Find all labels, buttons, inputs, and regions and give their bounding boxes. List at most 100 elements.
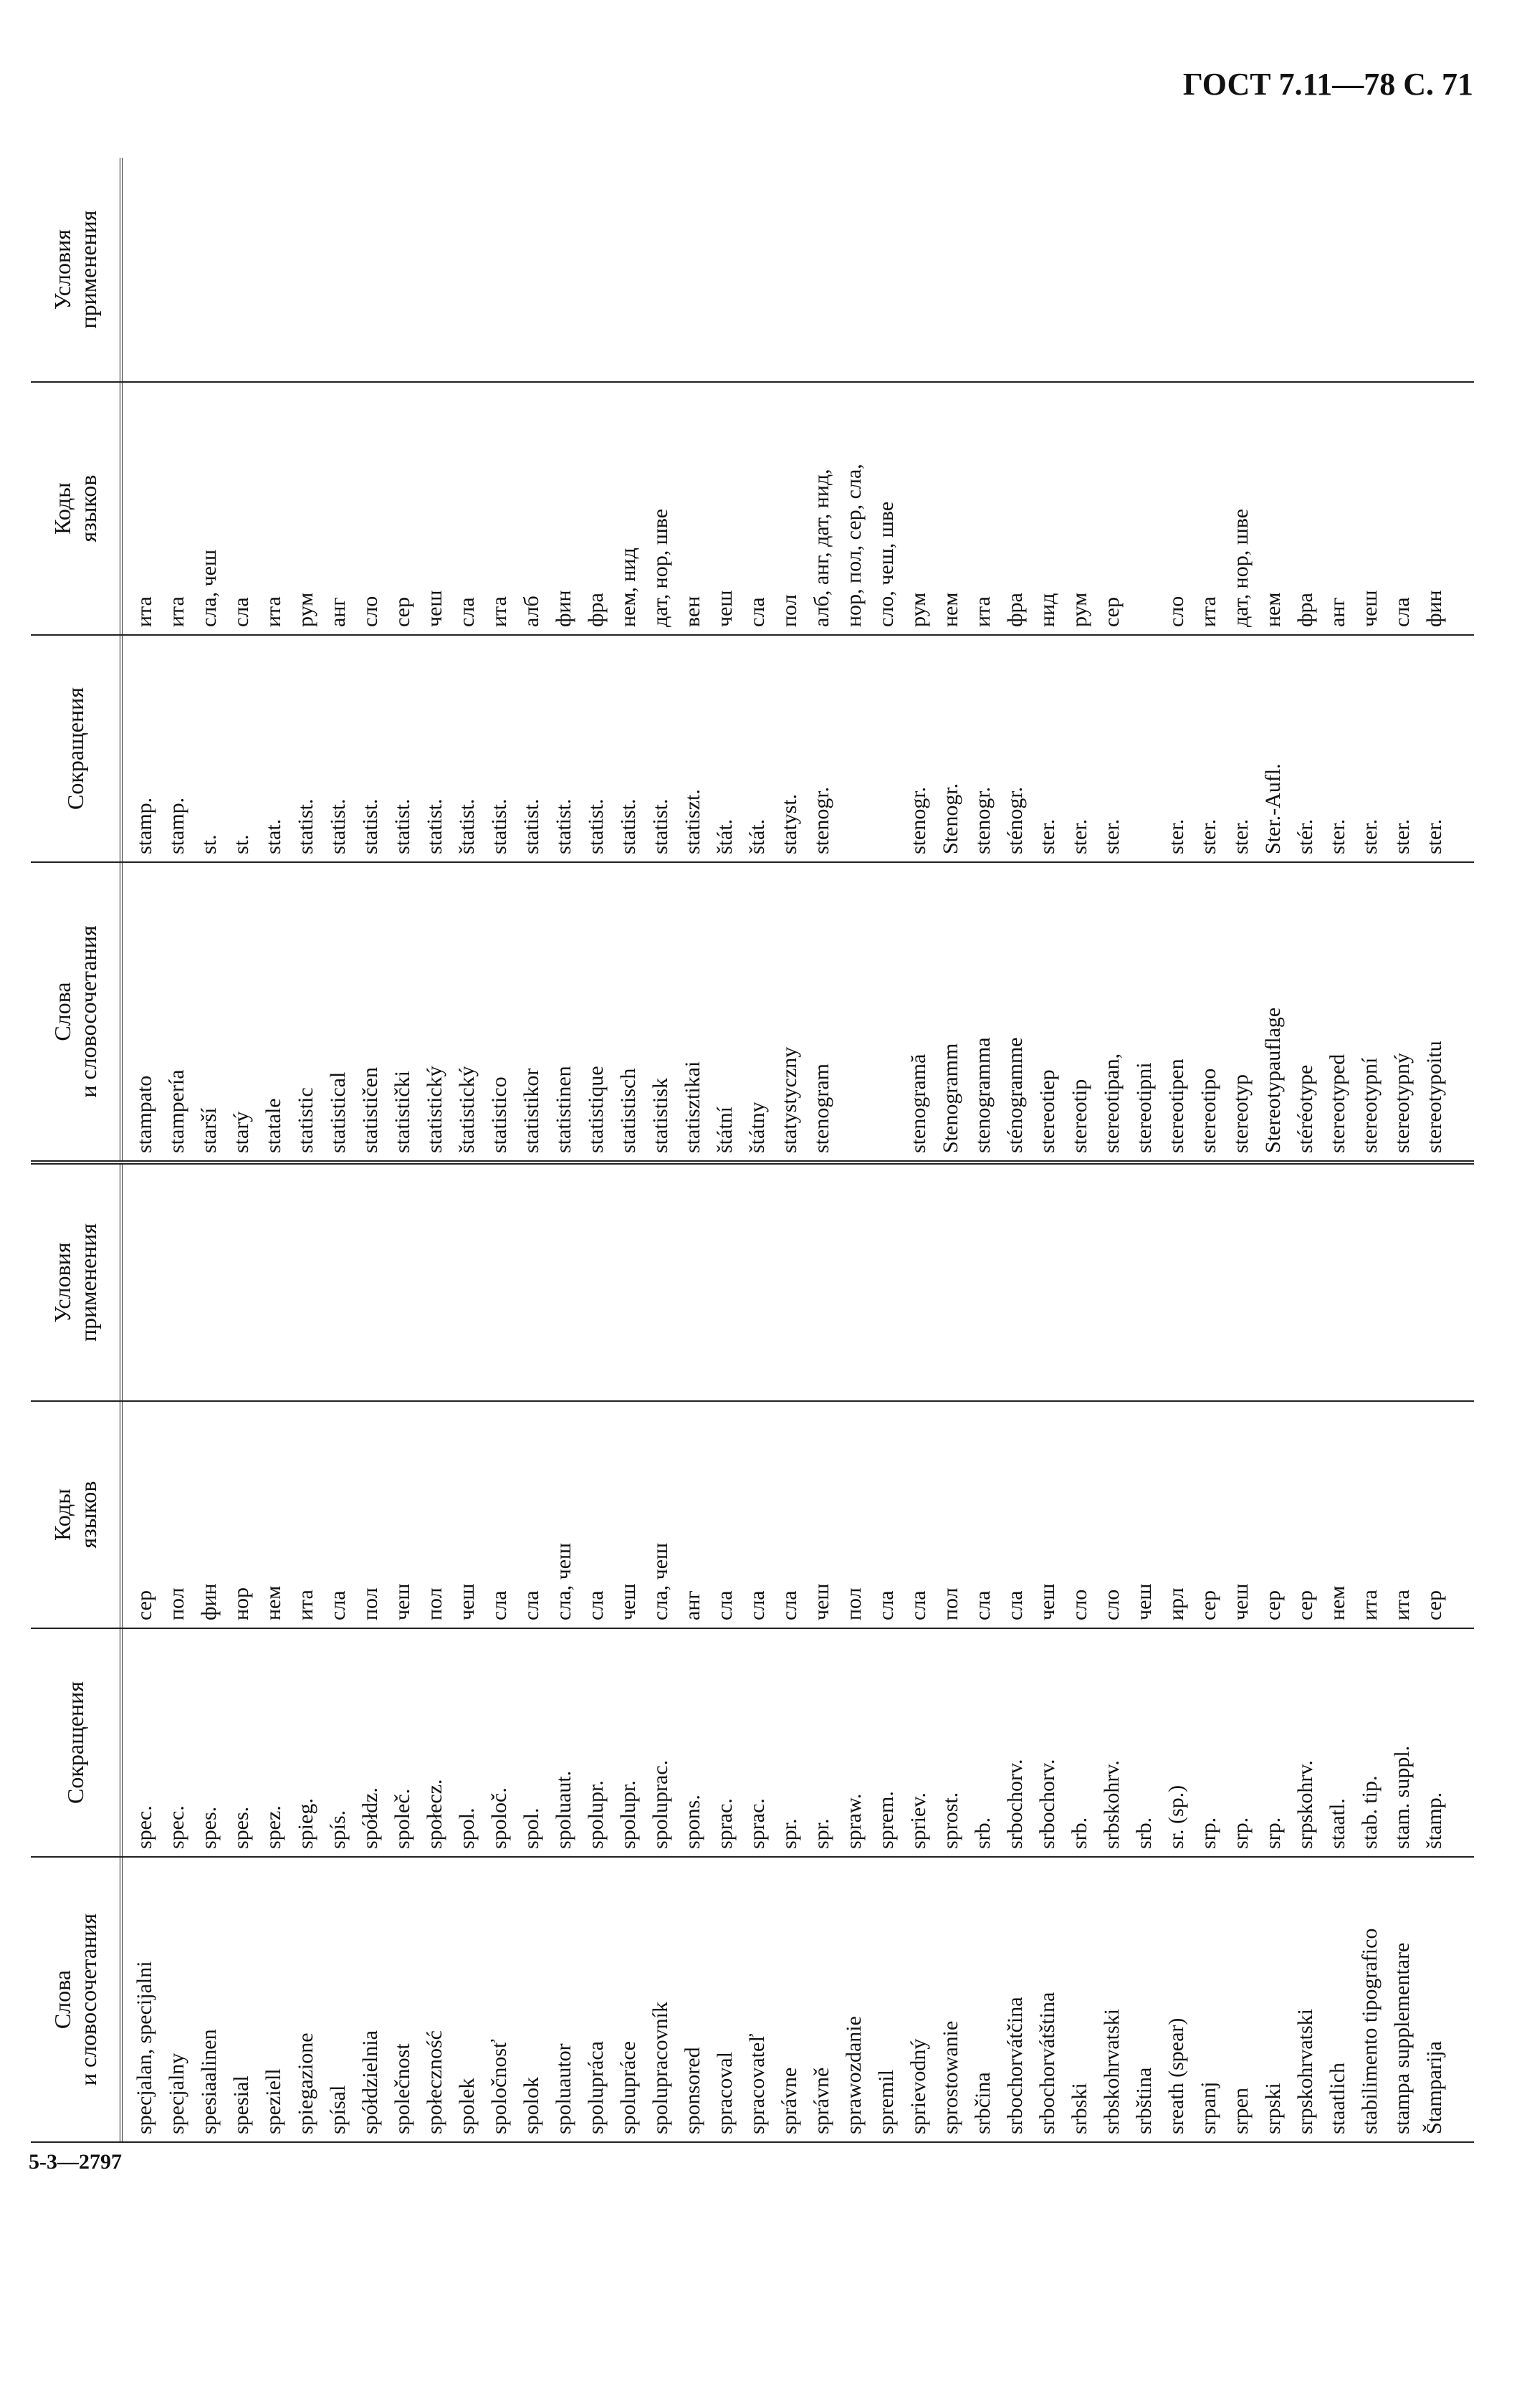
table-cell: správně (810, 2067, 833, 2134)
table-cell: чеш (1132, 1583, 1156, 1620)
table-cell: сла (745, 1590, 769, 1620)
table-cell: społecz. (423, 1779, 446, 1849)
table-cell: spolupráca (584, 2041, 608, 2134)
table-cell: нид (1035, 593, 1059, 627)
table-cell: spoluprac. (648, 1759, 672, 1849)
table-cell: чеш (616, 1583, 640, 1620)
table-cell: stenogr. (906, 786, 930, 854)
table-cell: stereotipo (1197, 1068, 1220, 1153)
table-cell: spoloč. (487, 1787, 511, 1849)
table-cell: statistisch (616, 1068, 640, 1153)
table-cell: spółdz. (358, 1787, 382, 1849)
table-cell: štamp. (1422, 1792, 1446, 1849)
table-cell: statisztikai (681, 1061, 704, 1153)
table-cell: srpskohrvatski (1293, 2009, 1317, 2134)
table-column: Сокращения spec. spec. spes. spes. spez. spieg… (31, 1629, 1474, 1858)
table-cell: сла (1390, 597, 1414, 627)
table-cell: stereotypný (1390, 1053, 1414, 1153)
table-cell: фин (552, 590, 575, 627)
table-cell: сло (1164, 596, 1188, 627)
table-cell: sténogr. (1003, 786, 1027, 854)
table-column: Коды языков сер пол фин нор нем ита сла пол чеш по… (31, 1402, 1474, 1629)
table-cell: spol. (520, 1807, 543, 1849)
table-cell: сла (874, 1590, 898, 1620)
table-cell: пол (777, 594, 801, 627)
table-cell: stab. tip. (1358, 1775, 1382, 1850)
table-cell: stereotipan, (1100, 1053, 1124, 1153)
table-cell: statist. (520, 798, 543, 854)
table-cell: дат, нор, шве (1229, 508, 1253, 627)
table-cell: рум (906, 592, 930, 627)
table-cell: srbskohrv. (1100, 1760, 1124, 1849)
table-cell: statistique (584, 1066, 608, 1153)
column-header: Сокращения (31, 636, 123, 861)
table-cell: ster. (1035, 818, 1059, 854)
table-column: Слова и словосочетания stampato stampería s… (31, 863, 1474, 1165)
table-cell: нем (262, 1585, 285, 1620)
table-cell: statist. (616, 798, 640, 854)
table-cell: ита (262, 596, 285, 627)
table-cell: ster. (1326, 818, 1349, 854)
page-header: ГОСТ 7.11—78 С. 71 (1182, 67, 1473, 102)
table-cell: чеш (423, 590, 446, 627)
table-cell: нем (939, 592, 962, 627)
table-cell: spolupr. (616, 1780, 640, 1849)
table-cell: ster. (1197, 818, 1220, 854)
table-cell: srpski (1261, 2083, 1285, 2134)
table-cell: statist. (648, 798, 672, 854)
table-cell: Stenogr. (939, 783, 962, 854)
table-cell: сла (520, 1590, 543, 1620)
table-cell: вен (681, 596, 704, 627)
table-cell: алб (520, 596, 543, 627)
table-cell: сла (713, 1590, 737, 1620)
table-cell: чеш (1229, 1583, 1253, 1620)
table-cell: сло (1100, 1589, 1124, 1620)
table-cell: štátní (713, 1107, 737, 1153)
table-cell: ита (1197, 596, 1220, 627)
table-cell: spoločnosť (487, 2039, 511, 2134)
table-cell: анг (326, 597, 350, 627)
table-cell: štát. (713, 818, 737, 854)
table-cell: sprawozdanie (842, 2016, 866, 2134)
table-cell: sprac. (745, 1798, 769, 1849)
table-cell: фин (1422, 590, 1446, 627)
table-cell: пол (358, 1587, 382, 1620)
table-cell: ster. (1358, 818, 1382, 854)
table-cell: ита (165, 596, 188, 627)
table-cell: пол (939, 1587, 962, 1620)
table-cell: spol. (455, 1807, 479, 1849)
table-cell: ster. (1390, 818, 1414, 854)
table-cell: spolupracovník (648, 2002, 672, 2134)
table-cell: ster. (1068, 818, 1091, 854)
table-cell: speziell (262, 2068, 285, 2134)
table-cell: stampato (133, 1075, 156, 1153)
table-cell: stereotyp (1229, 1074, 1253, 1153)
table-cell: stereotip (1068, 1079, 1091, 1153)
table-cell: spr. (810, 1818, 833, 1849)
table-cell: statističen (358, 1067, 382, 1153)
table-cell: чеш (1358, 590, 1382, 627)
table-cell: specjalan, specijalni (133, 1961, 156, 2134)
table-cell: spriev. (906, 1792, 930, 1849)
table-cell: ита (971, 596, 995, 627)
table-cell: рум (1068, 592, 1091, 627)
table-cell: statist. (391, 798, 414, 854)
table-cell: srbčina (971, 2072, 995, 2134)
table-cell: чеш (455, 1583, 479, 1620)
table-cell: stereotipni (1132, 1062, 1156, 1153)
table-cell: sreath (spear) (1164, 2017, 1188, 2134)
column-header: Слова и словосочетания (31, 1858, 123, 2141)
table-cell: srp. (1197, 1817, 1220, 1849)
table-cell: srb. (1068, 1817, 1091, 1849)
table-cell: сер (1261, 1590, 1285, 1620)
table-cell: společnost (391, 2043, 414, 2134)
table-cell: ster. (1100, 818, 1124, 854)
table-cell: štatistický (455, 1066, 479, 1153)
table-cell: ита (1358, 1590, 1382, 1620)
table-cell: сла (906, 1590, 930, 1620)
table-cell: сер (1293, 1590, 1317, 1620)
table-cell: správne (777, 2067, 801, 2134)
table-cell: сер (133, 1590, 156, 1620)
table-cell: сла (745, 597, 769, 627)
